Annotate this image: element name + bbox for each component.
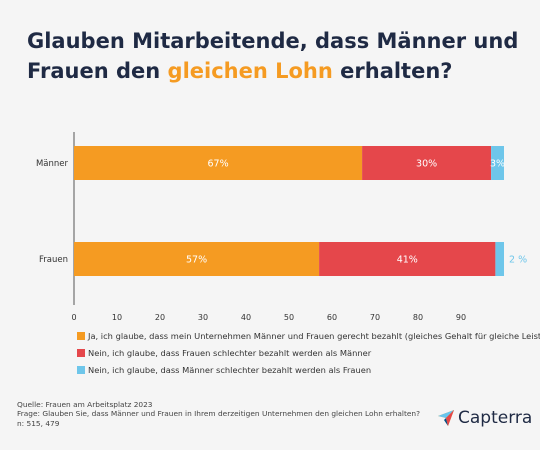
x-axis-ticks: 0 10 20 30 40 50 60 70 80 90 — [71, 313, 466, 322]
legend-swatch — [77, 348, 85, 357]
title-part-2: erhalten? — [332, 59, 453, 83]
data-label: 2 % — [509, 255, 527, 266]
legend: Ja, ich glaube, dass mein Unternehmen Mä… — [77, 327, 540, 378]
sample-size-text: n: 515, 479 — [17, 418, 60, 428]
title-highlight: gleichen Lohn — [167, 59, 333, 83]
legend-label: Nein, ich glaube, dass Männer schlechter… — [88, 364, 372, 375]
data-label: 67% — [207, 159, 228, 170]
x-tick-label: 70 — [370, 313, 380, 322]
x-tick-label: 50 — [284, 313, 294, 322]
bar-segment — [74, 146, 363, 180]
bar-segment — [74, 242, 320, 276]
x-tick-label: 10 — [112, 313, 122, 322]
x-tick-label: 60 — [327, 313, 337, 322]
x-tick-label: 20 — [155, 313, 165, 322]
bar-segment — [495, 242, 504, 276]
bar-segment — [362, 146, 492, 180]
footer: Quelle: Frauen am Arbeitsplatz 2023 Frag… — [17, 400, 420, 428]
x-tick-label: 90 — [456, 313, 466, 322]
capterra-arrow-icon — [438, 410, 454, 426]
category-labels: Männer Frauen — [36, 159, 69, 265]
category-label: Frauen — [39, 255, 68, 265]
logo-text: Capterra — [458, 408, 533, 428]
legend-item: Nein, ich glaube, dass Männer schlechter… — [77, 361, 540, 378]
bar-chart: 67% 30% 3% 57% 41% 2 % Männer Frauen 0 10 20 30 40… — [36, 132, 527, 322]
capterra-logo: Capterra — [437, 408, 532, 428]
bar-segment — [319, 242, 496, 276]
x-tick-label: 40 — [241, 313, 251, 322]
legend-label: Nein, ich glaube, dass Frauen schlechter… — [88, 347, 372, 358]
x-tick-label: 0 — [71, 313, 76, 322]
bar-segment — [491, 146, 504, 180]
legend-item: Ja, ich glaube, dass mein Unternehmen Mä… — [77, 327, 540, 344]
legend-item: Nein, ich glaube, dass Frauen schlechter… — [77, 344, 540, 361]
legend-swatch — [77, 331, 85, 340]
x-tick-label: 80 — [413, 313, 423, 322]
source-text: Quelle: Frauen am Arbeitsplatz 2023 — [17, 400, 153, 409]
bars-group: 67% 30% 3% 57% 41% 2 % — [74, 146, 527, 276]
data-label: 41% — [397, 255, 418, 266]
chart-title: Glauben Mitarbeitende, dass Männer und F… — [27, 26, 527, 86]
data-label: 57% — [186, 255, 207, 266]
category-label: Männer — [36, 159, 69, 169]
data-label: 3% — [490, 159, 505, 170]
x-tick-label: 30 — [198, 313, 208, 322]
legend-swatch — [77, 365, 85, 374]
legend-label: Ja, ich glaube, dass mein Unternehmen Mä… — [88, 330, 540, 341]
question-text: Frage: Glauben Sie, dass Männer und Frau… — [17, 409, 421, 419]
title-part-1: Glauben Mitarbeitende, dass Männer und F… — [27, 29, 519, 83]
data-label: 30% — [416, 159, 437, 170]
